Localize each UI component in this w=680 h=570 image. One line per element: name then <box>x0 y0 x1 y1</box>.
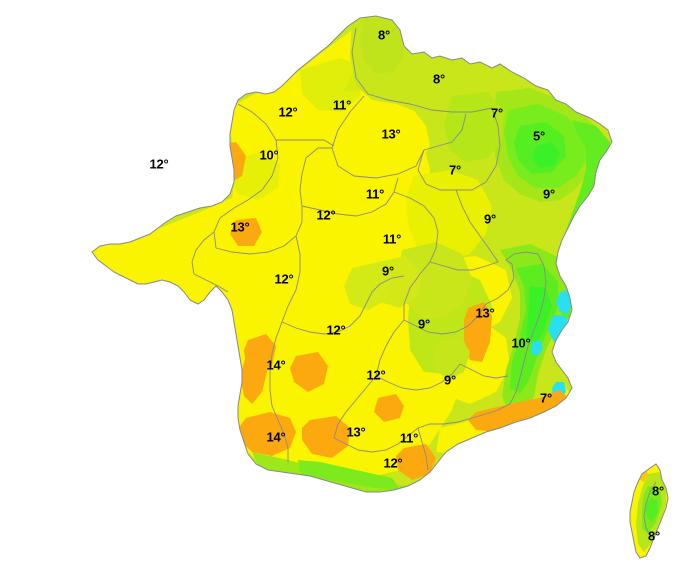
corsica-temperature-field <box>630 464 668 558</box>
national-border <box>91 15 613 493</box>
regional-boundaries <box>191 27 657 539</box>
corsica-border <box>629 463 669 559</box>
mainland-temperature-field <box>92 16 612 492</box>
